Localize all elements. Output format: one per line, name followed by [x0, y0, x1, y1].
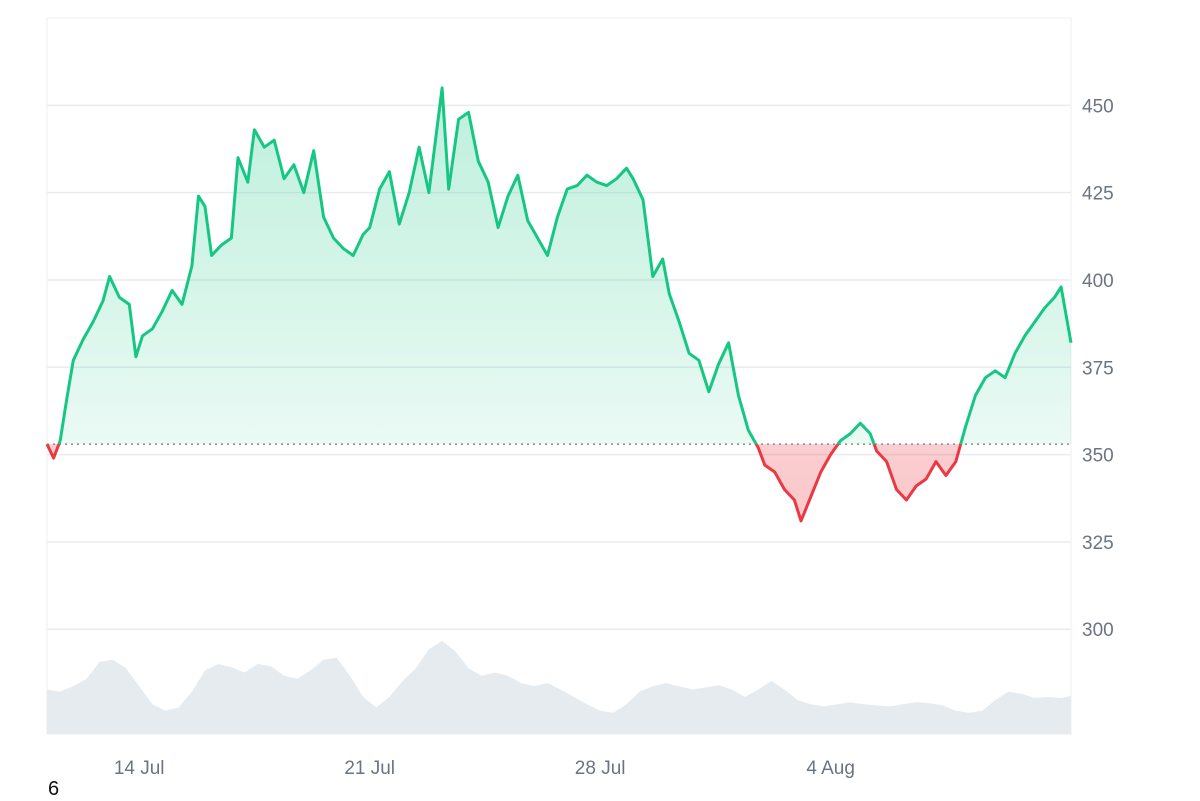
y-tick-label-450: 450 [1082, 96, 1114, 117]
y-tick-label-325: 325 [1082, 533, 1114, 554]
y-axis-ticks: 300 325 350 375 400 425 450 [1082, 96, 1114, 641]
y-tick-label-400: 400 [1082, 271, 1114, 292]
y-tick-label-350: 350 [1082, 446, 1114, 467]
price-line-above [46, 86, 1073, 445]
price-area [47, 87, 1071, 521]
y-tick-label-300: 300 [1082, 620, 1114, 641]
x-tick-label-1: 21 Jul [344, 758, 395, 779]
price-line-below [45, 444, 963, 523]
volume-fill [47, 640, 1071, 734]
x-axis-ticks: 14 Jul 21 Jul 28 Jul 4 Aug [114, 758, 855, 779]
volume-area [47, 640, 1071, 734]
y-tick-label-375: 375 [1082, 358, 1114, 379]
y-tick-label-425: 425 [1082, 184, 1114, 205]
area-above-baseline [47, 87, 1071, 445]
x-tick-label-2: 28 Jul [575, 758, 626, 779]
price-line [45, 86, 1073, 523]
footer-note: 6 [48, 778, 60, 800]
x-tick-label-3: 4 Aug [806, 758, 855, 779]
x-tick-label-0: 14 Jul [114, 758, 165, 779]
